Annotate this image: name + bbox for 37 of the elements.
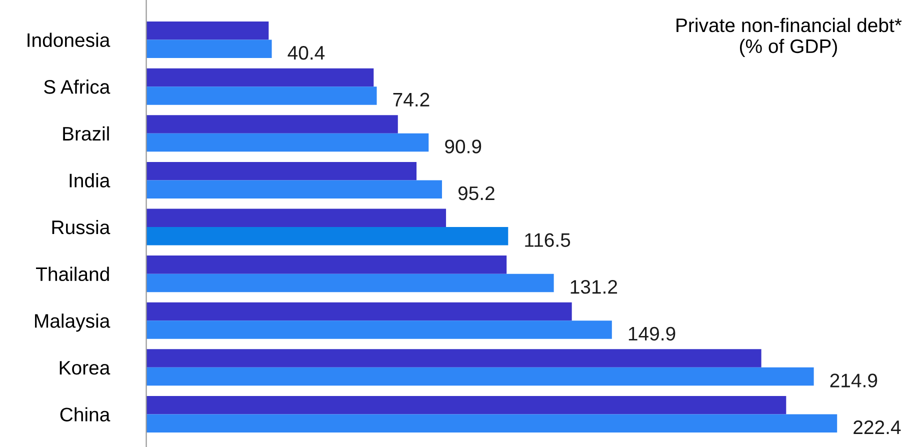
bar xyxy=(146,208,446,228)
y-tick-label: S Africa xyxy=(44,80,110,94)
y-tick-label: Brazil xyxy=(63,126,109,141)
bar xyxy=(146,396,786,414)
bar xyxy=(146,115,398,134)
bar xyxy=(146,349,762,368)
bar xyxy=(146,227,508,246)
bar xyxy=(146,367,814,386)
y-tick-label: Korea xyxy=(60,361,110,375)
bar xyxy=(146,40,272,58)
bar xyxy=(146,68,374,87)
data-label: 95.2 xyxy=(458,186,494,200)
y-tick-label: Malaysia xyxy=(35,314,110,332)
text: Private non-financial debt* (% of GDP) xyxy=(676,18,902,57)
bar xyxy=(146,414,838,432)
bar xyxy=(146,162,417,180)
bar xyxy=(146,180,442,198)
bar xyxy=(146,274,554,292)
bar xyxy=(146,86,377,105)
bar xyxy=(146,320,612,339)
y-tick-label: China xyxy=(60,407,110,422)
data-label: 149.9 xyxy=(628,326,676,341)
bar xyxy=(146,256,507,274)
data-label: 131.2 xyxy=(570,280,618,294)
y-tick-label: Thailand xyxy=(36,266,109,282)
data-label: 74.2 xyxy=(393,92,430,106)
bar xyxy=(146,133,429,152)
y-tick-label: India xyxy=(70,173,110,188)
y-tick-label: Indonesia xyxy=(28,32,110,48)
bar xyxy=(146,22,269,40)
y-tick-label: Russia xyxy=(52,220,110,234)
data-label: 116.5 xyxy=(525,233,570,247)
bar xyxy=(146,302,572,321)
data-label: 214.9 xyxy=(830,374,878,388)
data-label: 40.4 xyxy=(288,46,325,60)
data-label: 222.4 xyxy=(854,420,901,434)
data-label: 90.9 xyxy=(445,140,482,154)
